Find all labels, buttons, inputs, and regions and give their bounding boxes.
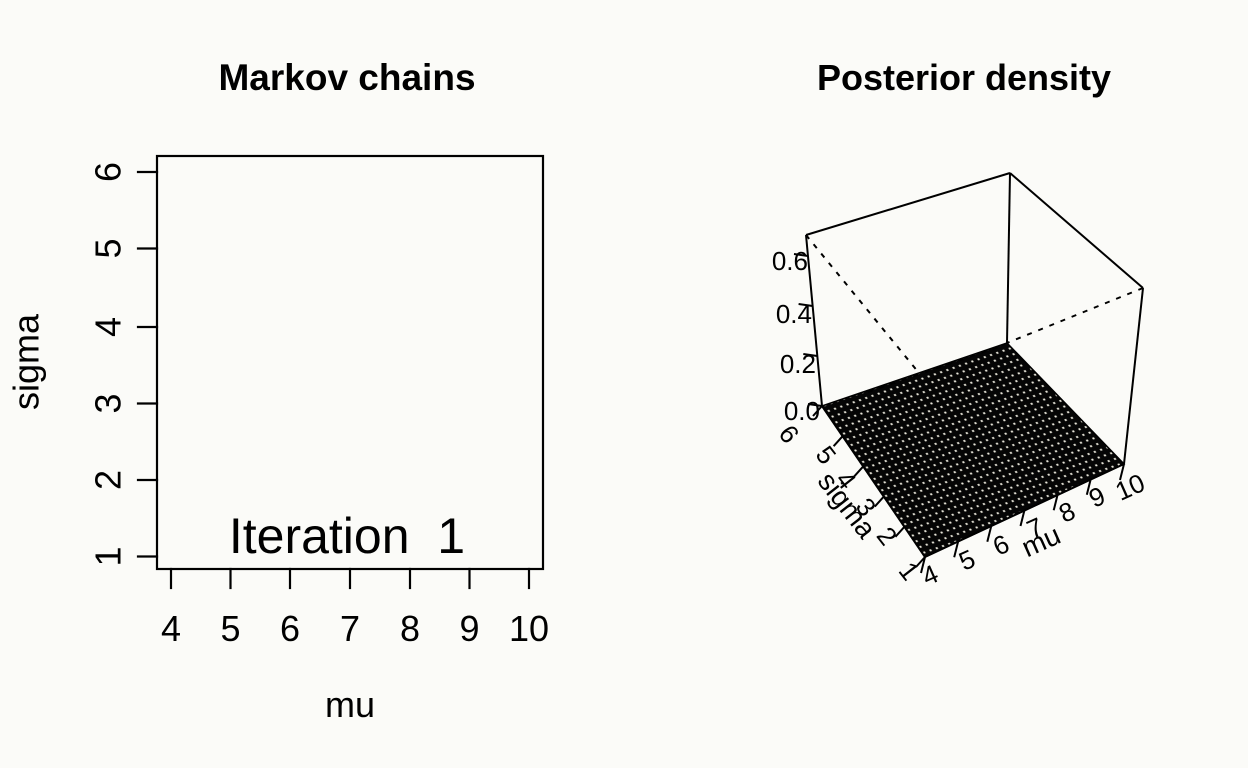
z-tick-label: 0.2	[780, 349, 816, 379]
hidden-edge-left-top	[805, 234, 920, 374]
mu-tick	[1085, 478, 1092, 495]
x-tick-label: 5	[220, 608, 240, 649]
sigma-tick	[853, 465, 864, 478]
y-axis-title-sigma: sigma	[6, 313, 47, 410]
hidden-edge-right-top	[1006, 287, 1144, 344]
x-tick-label: 10	[509, 608, 549, 649]
box-edge-right-vertical	[1123, 287, 1144, 465]
sigma-tick	[874, 495, 885, 508]
mu-tick	[986, 525, 993, 542]
y-tick-label: 5	[88, 238, 129, 258]
box-edge-sigma-axis	[821, 405, 926, 558]
x-axis-title-mu: mu	[325, 684, 375, 725]
sigma-tick	[915, 556, 926, 568]
y-tick-label: 4	[88, 317, 129, 337]
x-tick-label: 7	[340, 608, 360, 649]
markov-chains-panel: Markov chains 4 5 6 7 8 9 10	[6, 57, 550, 725]
y-tick-label: 6	[88, 162, 129, 182]
sigma-tick	[894, 526, 906, 538]
mu-tick	[920, 556, 926, 574]
mu-tick	[1019, 509, 1026, 527]
z-tick-label: 0.6	[772, 246, 808, 276]
z-axis: 0.0 0.2 0.4 0.6	[772, 246, 823, 426]
box-edge-top-right	[1009, 172, 1144, 289]
z-tick-label: 0.0	[784, 396, 820, 426]
mu-tick	[1119, 463, 1125, 481]
box-edge-z-axis	[805, 234, 823, 407]
box-edge-top-left	[805, 172, 1011, 236]
z-tick	[793, 253, 809, 257]
iteration-annotation: Iteration 1	[229, 508, 465, 564]
left-panel-title: Markov chains	[218, 57, 475, 98]
x-tick-label: 9	[459, 608, 479, 649]
z-tick	[803, 353, 818, 357]
y-tick-label: 2	[88, 470, 129, 490]
mu-tick	[1052, 494, 1059, 511]
y-tick-label: 3	[88, 393, 129, 413]
z-tick-label: 0.4	[776, 299, 812, 329]
x-axis-tick-labels: 4 5 6 7 8 9 10	[161, 608, 549, 649]
sigma-tick	[812, 405, 823, 417]
posterior-density-panel: Posterior density 0.0 0.2	[772, 57, 1149, 592]
sigma-tick	[832, 435, 844, 447]
y-tick-label: 1	[88, 546, 129, 566]
mu-tick	[953, 541, 960, 558]
x-tick-label: 8	[400, 608, 420, 649]
x-tick-label: 6	[280, 608, 300, 649]
hidden-box-edges	[805, 234, 1144, 374]
box-edge-back-vertical	[1006, 172, 1011, 344]
x-axis-ticks	[169, 567, 531, 590]
y-axis-ticks	[136, 170, 159, 558]
x-tick-label: 4	[161, 608, 181, 649]
persp-box-edges	[805, 172, 1144, 558]
right-panel-title: Posterior density	[817, 57, 1111, 98]
z-tick	[807, 403, 823, 407]
z-tick	[798, 303, 813, 307]
y-axis-tick-labels: 6 5 4 3 2 1	[88, 162, 129, 567]
